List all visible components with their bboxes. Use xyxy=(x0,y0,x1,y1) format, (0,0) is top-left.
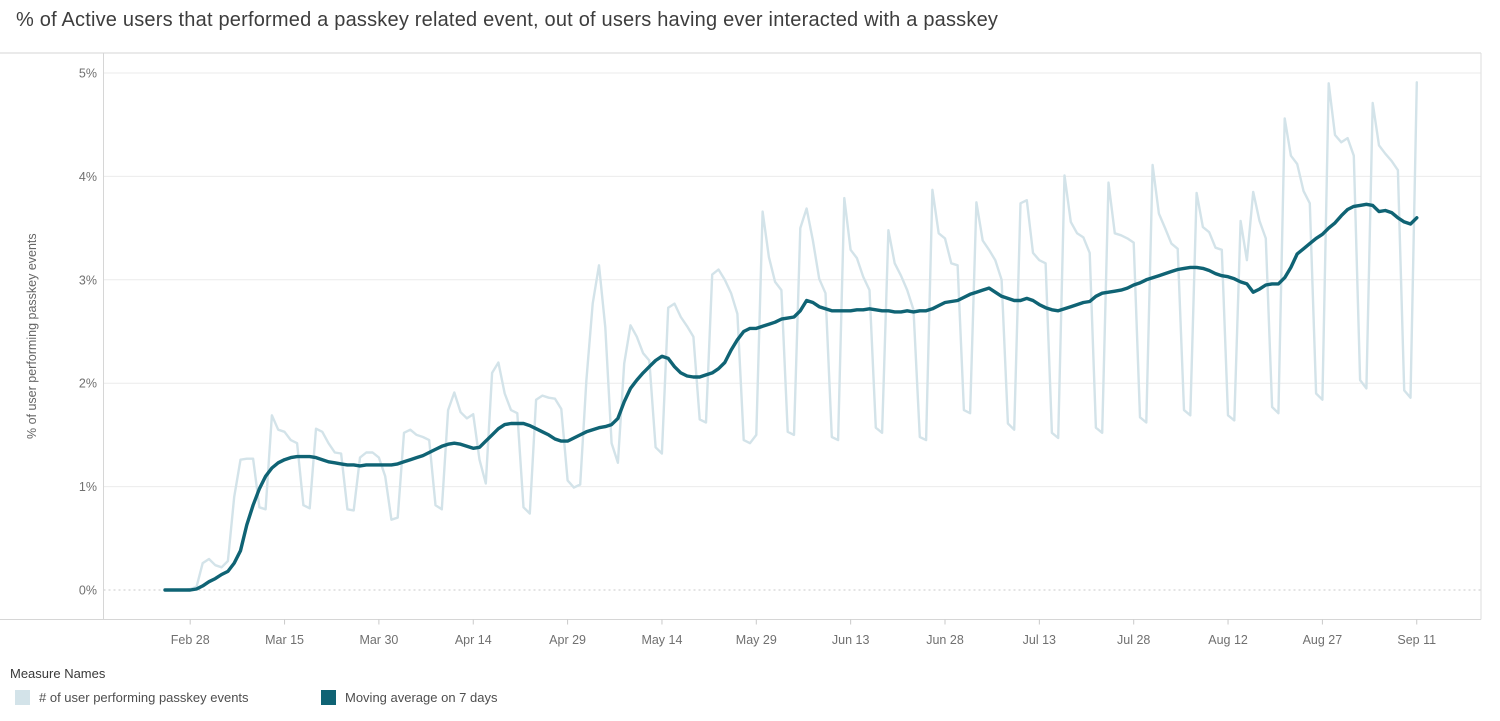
x-tick-label: Aug 27 xyxy=(1303,633,1343,647)
legend-item-moving-average[interactable]: Moving average on 7 days xyxy=(321,690,497,705)
y-tick-label: 2% xyxy=(79,377,97,391)
moving-average-line[interactable] xyxy=(163,202,1419,592)
x-tick-label: Jun 28 xyxy=(926,633,964,647)
legend-items: # of user performing passkey events Movi… xyxy=(15,690,497,705)
x-tick-label: Jul 28 xyxy=(1117,633,1150,647)
y-tick-label: 4% xyxy=(79,170,97,184)
y-tick-label: 5% xyxy=(79,67,97,81)
x-tick-label: Aug 12 xyxy=(1208,633,1248,647)
legend: Measure Names # of user performing passk… xyxy=(10,666,497,705)
x-tick-label: Apr 29 xyxy=(549,633,586,647)
daily-series-line[interactable] xyxy=(163,81,1419,592)
legend-swatch-moving-average xyxy=(321,690,336,705)
legend-item-daily-series[interactable]: # of user performing passkey events xyxy=(15,690,295,705)
legend-label-moving-average: Moving average on 7 days xyxy=(345,690,498,705)
y-tick-label: 3% xyxy=(79,273,97,287)
y-tick-label: 1% xyxy=(79,480,97,494)
y-tick-label: 0% xyxy=(79,584,97,598)
x-tick-label: Mar 30 xyxy=(359,633,398,647)
legend-title: Measure Names xyxy=(10,666,106,681)
x-tick-label: Jun 13 xyxy=(832,633,870,647)
x-tick-label: Mar 15 xyxy=(265,633,304,647)
chart-title: % of Active users that performed a passk… xyxy=(16,9,999,31)
x-tick-label: Sep 11 xyxy=(1397,633,1436,647)
x-tick-label: Apr 14 xyxy=(455,633,492,647)
legend-swatch-daily-series xyxy=(15,690,30,705)
legend-label-daily-series: # of user performing passkey events xyxy=(39,690,249,705)
x-tick-label: May 29 xyxy=(736,633,777,647)
x-tick-label: Feb 28 xyxy=(171,633,210,647)
x-tick-label: Jul 13 xyxy=(1023,633,1056,647)
x-tick-label: May 14 xyxy=(641,633,682,647)
